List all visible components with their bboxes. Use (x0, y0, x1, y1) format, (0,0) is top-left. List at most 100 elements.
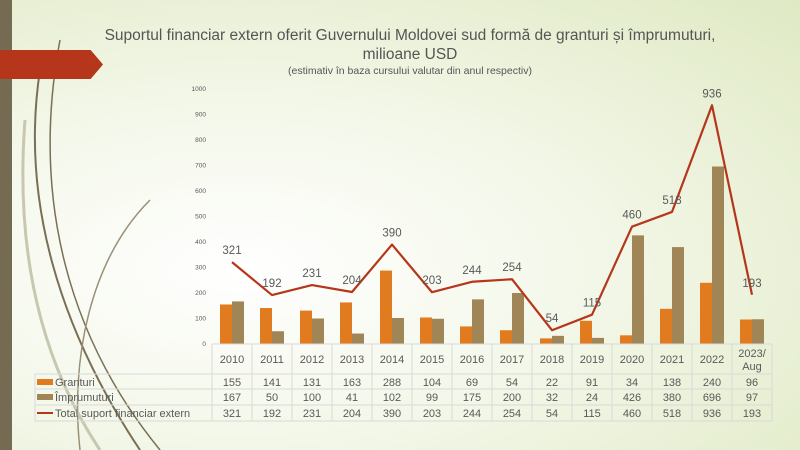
bar-imprumuturi (592, 337, 604, 344)
category-label: 2017 (500, 354, 524, 366)
category-label: 2015 (420, 354, 444, 366)
table-cell: 203 (423, 408, 441, 420)
category-label: 2016 (460, 354, 484, 366)
table-cell: 696 (703, 392, 721, 404)
table-cell: 254 (503, 408, 521, 420)
legend-key-granturi (37, 379, 53, 385)
bar-imprumuturi (512, 293, 524, 344)
legend-label: Total suport financiar extern (55, 408, 190, 420)
chart-subtitle: (estimativ în baza cursului valutar din … (288, 65, 532, 77)
bar-imprumuturi (272, 331, 284, 344)
bar-granturi (660, 308, 672, 344)
category-label: 2010 (220, 354, 244, 366)
decorative-arrow-banner (0, 50, 103, 79)
y-tick-label: 500 (195, 214, 206, 221)
data-label-total: 936 (702, 88, 721, 100)
bar-imprumuturi (712, 166, 724, 344)
bar-imprumuturi (472, 299, 484, 344)
category-label: 2022 (700, 354, 724, 366)
table-cell: 24 (586, 392, 598, 404)
bar-imprumuturi (312, 318, 324, 344)
table-cell: 96 (746, 377, 758, 389)
bar-granturi (740, 319, 752, 344)
bar-imprumuturi (552, 335, 564, 344)
data-label-total: 115 (583, 298, 601, 310)
table-cell: 32 (546, 392, 558, 404)
bar-granturi (460, 326, 472, 344)
category-label: 2021 (660, 354, 684, 366)
table-cell: 138 (663, 377, 681, 389)
table-cell: 426 (623, 392, 641, 404)
bar-imprumuturi (632, 235, 644, 344)
data-label-total: 203 (422, 275, 441, 287)
table-cell: 204 (343, 408, 361, 420)
y-tick-label: 600 (195, 188, 206, 195)
table-cell: 91 (586, 377, 598, 389)
table-cell: 115 (583, 408, 601, 420)
table-cell: 175 (463, 392, 481, 404)
table-cell: 54 (546, 408, 558, 420)
table-cell: 41 (346, 392, 358, 404)
y-tick-label: 300 (195, 265, 206, 272)
table-cell: 104 (423, 377, 441, 389)
category-label: 2019 (580, 354, 604, 366)
bar-granturi (700, 282, 712, 344)
bar-imprumuturi (752, 319, 764, 344)
legend-label: Granturi (55, 377, 95, 389)
table-cell: 167 (223, 392, 241, 404)
data-label-total: 192 (262, 278, 281, 290)
table-cell: 390 (383, 408, 401, 420)
category-label: 2014 (380, 354, 404, 366)
data-label-total: 390 (382, 228, 401, 240)
table-cell: 141 (263, 377, 281, 389)
legend-key-imprumuturi (37, 394, 53, 400)
bar-granturi (420, 317, 432, 344)
table-cell: 240 (703, 377, 721, 389)
bar-granturi (220, 304, 232, 344)
category-label: 2023/ (738, 348, 766, 360)
table-cell: 192 (263, 408, 281, 420)
data-label-total: 193 (742, 278, 761, 290)
y-tick-label: 400 (195, 239, 206, 246)
table-cell: 380 (663, 392, 681, 404)
data-label-total: 254 (502, 262, 522, 274)
bar-granturi (300, 310, 312, 344)
table-cell: 34 (626, 377, 638, 389)
table-cell: 231 (303, 408, 321, 420)
category-label: 2020 (620, 354, 644, 366)
data-label-total: 54 (546, 313, 559, 325)
category-label: 2018 (540, 354, 564, 366)
table-cell: 244 (463, 408, 481, 420)
table-cell: 50 (266, 392, 278, 404)
table-cell: 460 (623, 408, 641, 420)
decorative-sidebar-bar (0, 0, 12, 450)
table-cell: 102 (383, 392, 401, 404)
bar-granturi (500, 330, 512, 344)
table-cell: 100 (303, 392, 321, 404)
table-cell: 163 (343, 377, 361, 389)
bar-granturi (540, 338, 552, 344)
y-tick-label: 100 (195, 316, 206, 323)
line-total (231, 104, 754, 332)
y-tick-label: 700 (195, 163, 206, 170)
bar-imprumuturi (352, 333, 364, 344)
legend-label: Împrumuturi (54, 391, 114, 404)
y-tick-label: 1000 (192, 86, 207, 93)
data-label-total: 518 (662, 195, 681, 207)
y-tick-label: 900 (195, 112, 206, 119)
table-cell: 22 (546, 377, 558, 389)
bar-granturi (260, 308, 272, 344)
table-cell: 54 (506, 377, 518, 389)
table-cell: 99 (426, 392, 438, 404)
data-label-total: 460 (622, 210, 641, 222)
table-cell: 321 (223, 408, 241, 420)
table-cell: 97 (746, 392, 758, 404)
data-label-total: 321 (222, 245, 241, 257)
data-label-total: 231 (302, 268, 321, 280)
table-cell: 288 (383, 377, 401, 389)
bar-granturi (340, 302, 352, 344)
bar-granturi (380, 270, 392, 344)
chart-title: Suportul financiar extern oferit Guvernu… (104, 27, 716, 63)
data-label-total: 244 (462, 265, 482, 277)
